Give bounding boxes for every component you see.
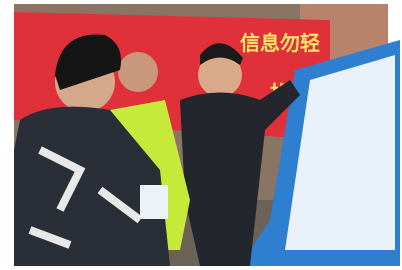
photo: 信息勿轻 找先 bbox=[0, 0, 402, 270]
person-head bbox=[118, 52, 158, 92]
banner-text: 信息勿轻 bbox=[240, 31, 320, 55]
leaflets bbox=[140, 185, 168, 219]
